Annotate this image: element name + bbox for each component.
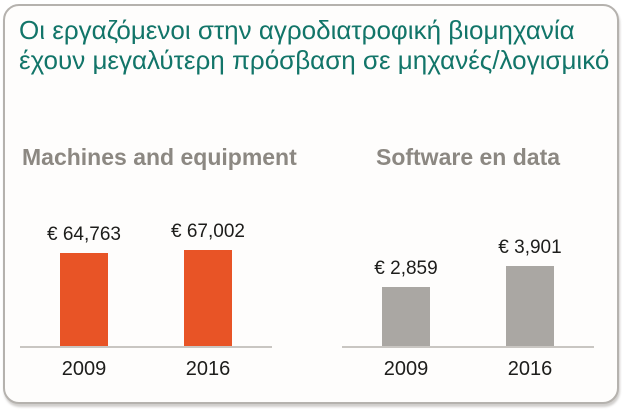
bar-plot-software: € 2,859 2009 € 3,901 2016 <box>342 140 594 380</box>
x-axis-label: 2016 <box>185 358 231 380</box>
bar-2016 <box>506 266 554 346</box>
bar-group-2016: € 67,002 2016 <box>144 221 272 380</box>
panel-machines-and-equipment: Machines and equipment € 64,763 2009 € 67,… <box>20 140 297 395</box>
card-title: Οι εργαζόμενοι στην αγροδιατροφική βιομη… <box>19 15 609 75</box>
bar-value-label: € 64,763 <box>47 224 121 245</box>
bar-value-label: € 67,002 <box>171 221 245 242</box>
panel-heading-software: Software en data <box>375 144 561 170</box>
panel-software-en-data: Software en data € 2,859 2009 € 3,901 2016 <box>342 140 594 395</box>
card-title-line1: Οι εργαζόμενοι στην αγροδιατροφική βιομη… <box>19 15 575 45</box>
bar-group-2009: € 64,763 2009 <box>20 224 148 380</box>
bar-2016 <box>184 250 232 346</box>
bar-2009 <box>382 287 430 346</box>
x-axis-label: 2009 <box>383 358 429 380</box>
bar-2009 <box>60 253 108 346</box>
infographic-card: Οι εργαζόμενοι στην αγροδιατροφική βιομη… <box>3 4 619 404</box>
bar-plot-machines: € 64,763 2009 € 67,002 2016 <box>20 140 272 380</box>
card-title-line2: έχουν μεγαλύτερη πρόσβαση σε μηχανές/λογ… <box>19 45 610 75</box>
x-axis-label: 2009 <box>61 358 107 380</box>
x-axis-label: 2016 <box>507 358 553 380</box>
panel-heading-machines: Machines and equipment <box>22 144 297 170</box>
bar-group-2016: € 3,901 2016 <box>466 237 594 380</box>
bar-value-label: € 2,859 <box>374 258 438 279</box>
bar-group-2009: € 2,859 2009 <box>342 258 470 380</box>
bar-value-label: € 3,901 <box>498 237 562 258</box>
